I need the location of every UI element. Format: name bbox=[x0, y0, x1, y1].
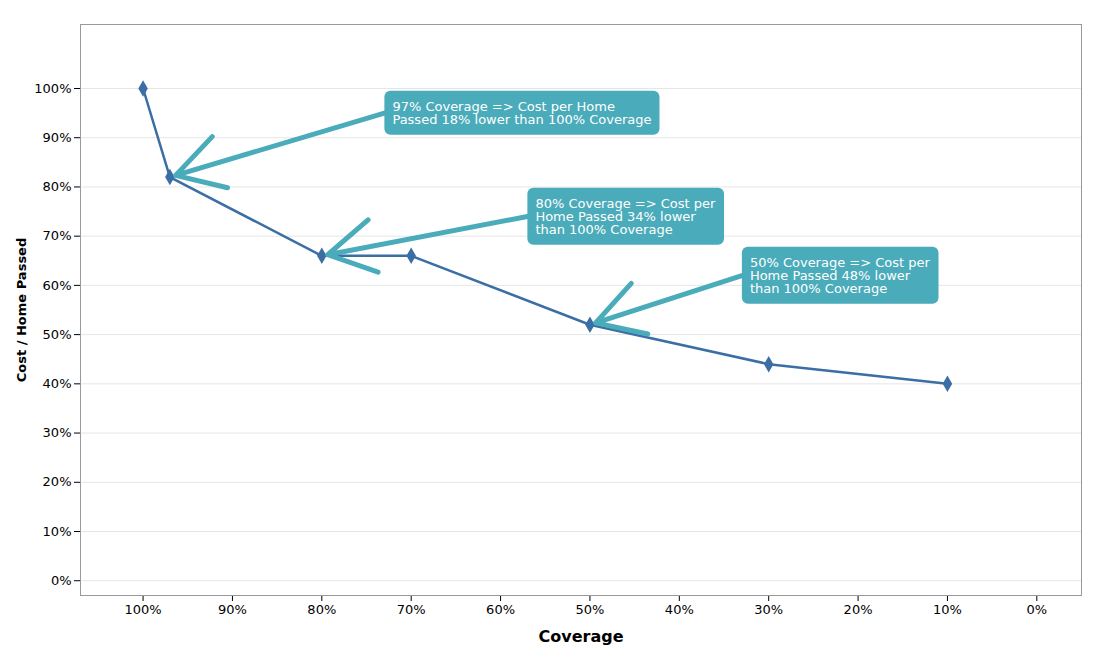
svg-text:20%: 20% bbox=[844, 602, 873, 617]
svg-text:30%: 30% bbox=[43, 425, 72, 440]
svg-text:60%: 60% bbox=[43, 278, 72, 293]
svg-text:50%: 50% bbox=[575, 602, 604, 617]
svg-text:70%: 70% bbox=[43, 228, 72, 243]
svg-text:30%: 30% bbox=[754, 602, 783, 617]
svg-text:60%: 60% bbox=[486, 602, 515, 617]
svg-text:80%: 80% bbox=[307, 602, 336, 617]
svg-text:Cost / Home Passed: Cost / Home Passed bbox=[14, 238, 29, 382]
svg-text:70%: 70% bbox=[397, 602, 426, 617]
svg-text:80%: 80% bbox=[43, 179, 72, 194]
svg-text:0%: 0% bbox=[1027, 602, 1048, 617]
svg-text:100%: 100% bbox=[34, 81, 71, 96]
svg-text:50% Coverage => Cost perHome P: 50% Coverage => Cost perHome Passed 48% … bbox=[750, 255, 931, 296]
svg-text:90%: 90% bbox=[218, 602, 247, 617]
svg-text:80% Coverage => Cost perHome P: 80% Coverage => Cost perHome Passed 34% … bbox=[535, 196, 716, 237]
svg-text:20%: 20% bbox=[43, 474, 72, 489]
svg-text:40%: 40% bbox=[665, 602, 694, 617]
svg-text:100%: 100% bbox=[124, 602, 161, 617]
svg-text:10%: 10% bbox=[43, 524, 72, 539]
svg-text:97% Coverage => Cost per HomeP: 97% Coverage => Cost per HomePassed 18% … bbox=[392, 99, 651, 127]
svg-text:Coverage: Coverage bbox=[538, 627, 623, 646]
svg-text:40%: 40% bbox=[43, 376, 72, 391]
svg-text:50%: 50% bbox=[43, 327, 72, 342]
svg-text:0%: 0% bbox=[51, 573, 72, 588]
svg-text:10%: 10% bbox=[933, 602, 962, 617]
svg-text:90%: 90% bbox=[43, 130, 72, 145]
